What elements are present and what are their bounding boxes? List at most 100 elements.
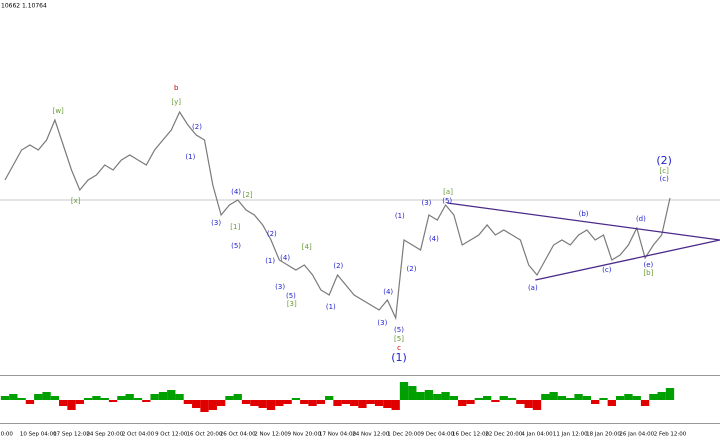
- wave-label: (5): [442, 197, 452, 205]
- oscillator-bar: [599, 398, 608, 400]
- wave-label: (2): [333, 262, 343, 270]
- wave-label: (4): [231, 188, 241, 196]
- wave-label: [5]: [394, 335, 404, 343]
- oscillator-bar: [491, 400, 500, 402]
- x-tick-label: 1 Dec 20:00: [387, 432, 421, 438]
- oscillator-bar: [75, 400, 84, 404]
- oscillator-bar: [233, 394, 242, 400]
- x-tick-label: 9 Oct 12:00: [155, 432, 188, 438]
- oscillator-bar: [532, 400, 542, 410]
- x-tick-label: 9 Dec 04:00: [421, 432, 455, 438]
- wave-label: b: [174, 84, 179, 92]
- oscillator-bar: [449, 396, 459, 400]
- x-tick-label: 26 Jan 04:00: [619, 432, 654, 438]
- x-tick-label: 17 Nov 04:00: [319, 432, 357, 438]
- oscillator-bar: [557, 396, 567, 400]
- oscillator-bar: [266, 400, 276, 410]
- oscillator-bar: [59, 400, 68, 406]
- wave-label: (3): [211, 219, 221, 227]
- wave-label: [4]: [302, 243, 312, 251]
- oscillator-bar: [225, 396, 234, 400]
- wave-label: [1]: [230, 223, 240, 231]
- oscillator-bar: [482, 396, 492, 400]
- oscillator-bar: [349, 400, 359, 406]
- oscillator-bar: [524, 400, 533, 408]
- oscillator-bar: [92, 396, 101, 400]
- wave-label: (a): [528, 284, 538, 292]
- wave-label: (1): [391, 351, 407, 364]
- oscillator-bar: [50, 396, 60, 400]
- oscillator-bar: [366, 400, 375, 404]
- wave-label: [a]: [443, 188, 453, 196]
- oscillator-bar: [507, 398, 517, 400]
- oscillator-bar: [34, 394, 43, 400]
- wave-label: (1): [326, 303, 336, 311]
- x-tick-label: 16 Dec 12:00: [452, 432, 489, 438]
- wave-label: (2): [656, 154, 672, 167]
- trendline: [535, 239, 720, 281]
- oscillator-bar: [657, 392, 666, 400]
- oscillator-bar: [83, 398, 93, 400]
- oscillator-bar: [632, 396, 641, 400]
- oscillator-bar: [183, 400, 193, 404]
- wave-label: (5): [231, 242, 241, 250]
- oscillator-bar: [67, 400, 76, 410]
- oscillator-bar: [275, 400, 284, 406]
- oscillator-bar: [208, 400, 217, 410]
- oscillator-bar: [566, 398, 575, 400]
- oscillator-bar: [607, 400, 616, 406]
- oscillator-bar: [308, 400, 317, 406]
- oscillator-bar: [408, 386, 417, 400]
- oscillator-bar: [300, 400, 309, 404]
- wave-label: (4): [280, 254, 290, 262]
- header-text: 10662 1.10764: [1, 3, 47, 10]
- oscillator-bar: [458, 400, 467, 406]
- oscillator-bar: [541, 394, 550, 400]
- oscillator-bar: [241, 400, 251, 404]
- oscillator-bar: [665, 388, 675, 400]
- oscillator-bar: [142, 400, 151, 402]
- oscillator-bar: [391, 400, 400, 410]
- oscillator-bar: [167, 390, 176, 400]
- oscillator-bar: [108, 400, 118, 402]
- oscillator-bar: [9, 394, 18, 400]
- oscillator-bar: [17, 398, 26, 400]
- oscillator-bar: [291, 398, 301, 400]
- oscillator-bar: [283, 400, 292, 404]
- oscillator-bar: [133, 398, 143, 400]
- x-tick-label: 11 Jan 12:00: [553, 432, 588, 438]
- wave-label: (3): [275, 283, 285, 291]
- x-tick-label: 10 Sep 04:00: [20, 432, 57, 438]
- oscillator-bar: [341, 400, 350, 404]
- oscillator-bar: [175, 394, 184, 400]
- x-tick-label: 9 Nov 20:00: [287, 432, 321, 438]
- wave-label: (2): [267, 230, 277, 238]
- wave-label: (2): [407, 265, 417, 273]
- oscillator-bar: [125, 394, 134, 400]
- oscillator-bar: [574, 394, 583, 400]
- wave-label: c: [397, 344, 401, 352]
- oscillator-bar: [100, 398, 109, 400]
- oscillator-bar: [158, 392, 168, 400]
- x-tick-label: 18 Jan 20:00: [586, 432, 621, 438]
- oscillator-bar: [374, 400, 384, 406]
- oscillator-bar: [624, 394, 633, 400]
- oscillator-bar: [474, 398, 483, 400]
- wave-label: (5): [394, 326, 404, 334]
- x-tick-label: 2 Feb 12:00: [654, 432, 687, 438]
- x-tick-label: 2 Oct 04:00: [122, 432, 155, 438]
- oscillator-bar: [615, 396, 625, 400]
- x-tick-label: 22 Dec 20:00: [485, 432, 522, 438]
- x-tick-label: 26 Oct 04:00: [220, 432, 256, 438]
- oscillator-bar: [433, 394, 442, 400]
- oscillator-bar: [250, 400, 259, 406]
- oscillator-bar: [582, 396, 592, 400]
- x-tick-label: 20:00: [0, 432, 13, 438]
- oscillator-bar: [516, 400, 525, 404]
- oscillator-bar: [358, 400, 367, 408]
- x-tick-label: 17 Sep 12:00: [53, 432, 90, 438]
- wave-label: [c]: [660, 167, 670, 175]
- oscillator-bar: [0, 396, 10, 400]
- price-line-series: [4, 110, 671, 321]
